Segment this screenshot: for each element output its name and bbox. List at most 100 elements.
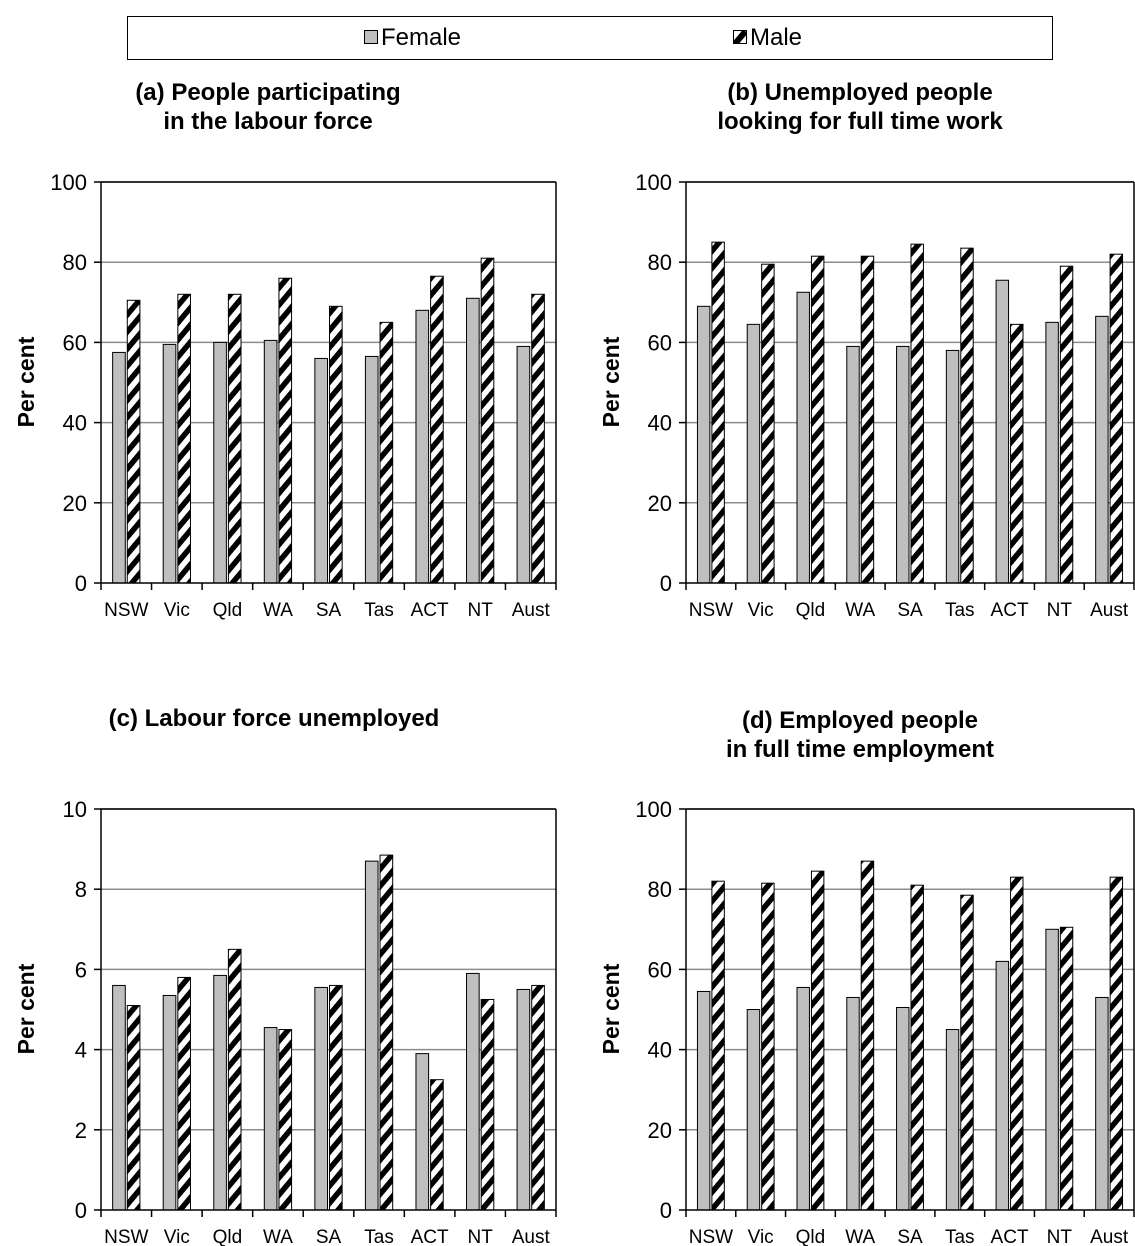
chart-a-bar-female-act [415,309,430,584]
chart-b-ytick-label-3: 60 [648,330,672,355]
chart-b-category-label-tas: Tas [945,600,975,621]
chart-a-bar-male-act [430,275,444,584]
chart-d-bar-male-nt [1059,926,1074,1211]
chart-c-bar-female-tas [364,860,379,1211]
chart-b-category-label-qld: Qld [796,600,826,621]
chart-c-bar-female-wa [263,1027,278,1211]
chart-d-bar-male-nsw [711,880,725,1211]
chart-a-category-label-sa: SA [316,600,342,621]
chart-a-category-label-wa: WA [263,600,293,621]
chart-c-y-axis-label: Per cent [13,963,39,1054]
chart-b-bar-female-wa [846,345,860,584]
chart-a-bar-male-nsw [126,299,141,584]
chart-d-title-line-1: (d) Employed people [741,707,978,734]
chart-c-ytick-label-5: 10 [63,797,87,822]
chart-a-bar-female-sa [314,357,329,584]
chart-c-category-label-act: ACT [411,1227,449,1246]
chart-d-category-label-act: ACT [991,1227,1029,1246]
chart-b-bar-female-aust [1095,315,1109,584]
chart-d-bar-male-sa [910,884,924,1211]
chart-c-bar-male-aust [531,984,545,1211]
chart-a-bar-female-aust [516,345,531,584]
chart-b-bar-male-qld [810,255,825,584]
chart-a-bar-female-wa [263,339,278,584]
chart-a-bar-female-vic [162,343,177,584]
chart-a-category-label-nt: NT [468,600,494,621]
chart-b-category-label-vic: Vic [748,600,774,621]
chart-d-bar-male-qld [810,870,825,1211]
chart-d-bar-female-tas [945,1029,960,1211]
chart-b-category-label-aust: Aust [1090,600,1129,621]
chart-c-category-label-tas: Tas [364,1227,394,1246]
chart-c-bar-male-wa [278,1029,293,1211]
chart-c-bar-female-qld [213,974,227,1211]
chart-c-category-label-vic: Vic [164,1227,190,1246]
chart-a-ytick-label-2: 40 [63,411,87,436]
chart-c-ytick-label-0: 0 [75,1198,87,1223]
chart-b-category-label-nt: NT [1047,600,1073,621]
chart-d-bar-female-sa [896,1006,910,1211]
chart-d-ytick-label-3: 60 [648,957,672,982]
chart-c-category-label-nt: NT [468,1227,494,1246]
chart-a-bar-male-qld [227,293,242,584]
chart-a-ytick-label-3: 60 [63,330,87,355]
chart-d-category-label-qld: Qld [796,1227,826,1246]
chart-c-ytick-label-4: 8 [75,877,87,902]
legend-label-male: Male [750,24,803,51]
chart-b-category-label-act: ACT [991,600,1029,621]
chart-c-title-line-1: (c) Labour force unemployed [108,705,440,732]
chart-d-bar-female-wa [846,996,860,1211]
chart-a-bar-male-sa [329,305,343,584]
chart-d-ytick-label-4: 80 [648,877,672,902]
chart-d-bar-male-act [1010,876,1024,1211]
chart-a-bar-female-nt [466,297,480,584]
chart-c-bar-male-nt [480,998,495,1211]
chart-c-bar-male-qld [227,948,242,1211]
chart-d-category-label-wa: WA [845,1227,875,1246]
chart-a-bar-female-tas [364,355,379,584]
chart-b-bar-male-wa [860,255,875,584]
chart-b-bar-male-nt [1059,265,1074,584]
chart-a-bar-female-nsw [112,351,126,584]
chart-a-title-line-2: in the labour force [163,108,373,135]
chart-d-title-line-2: in full time employment [725,736,995,763]
chart-b-title-line-2: looking for full time work [717,108,1003,135]
chart-d-y-axis-label: Per cent [598,963,624,1054]
chart-a-title-line-1: (a) People participating [135,79,401,106]
chart-a-bar-male-vic [177,293,191,584]
chart-a-ytick-label-1: 20 [63,491,87,516]
chart-b-ytick-label-2: 40 [648,411,672,436]
chart-b-y-axis-label: Per cent [598,336,624,427]
chart-c-bar-male-vic [177,976,191,1211]
chart-c-bar-male-act [430,1079,444,1211]
chart-a-bar-male-tas [379,321,394,584]
chart-a-category-label-nsw: NSW [104,600,148,621]
chart-a-category-label-vic: Vic [164,600,190,621]
female-swatch-icon [364,30,378,44]
chart-d-bar-male-aust [1109,876,1124,1211]
chart-d-category-label-nt: NT [1047,1227,1073,1246]
chart-b-category-label-wa: WA [845,600,875,621]
chart-c-bar-male-tas [379,854,394,1211]
chart-c-title: (c) Labour force unemployed [34,704,514,733]
chart-a-bar-male-wa [278,277,293,584]
chart-c-category-label-nsw: NSW [104,1227,148,1246]
chart-a-category-label-act: ACT [411,600,449,621]
chart-d-title: (d) Employed people in full time employm… [620,706,1100,764]
chart-b-ytick-label-0: 0 [660,571,672,596]
male-swatch-icon [733,30,747,44]
chart-d-bar-female-nt [1045,928,1059,1211]
chart-b-bar-female-nt [1045,321,1059,584]
chart-b-ytick-label-4: 80 [648,250,672,275]
chart-d-category-label-nsw: NSW [689,1227,733,1246]
chart-d-bar-male-vic [761,882,775,1211]
legend-label-female: Female [381,24,462,51]
chart-a-category-label-tas: Tas [364,600,394,621]
chart-b-bar-female-tas [945,349,960,584]
chart-d-bar-male-tas [960,894,974,1211]
chart-c-bar-male-nsw [126,1004,141,1211]
chart-d-bar-female-aust [1095,996,1109,1211]
chart-c-bar-female-aust [516,988,531,1211]
chart-c-category-label-qld: Qld [213,1227,243,1246]
